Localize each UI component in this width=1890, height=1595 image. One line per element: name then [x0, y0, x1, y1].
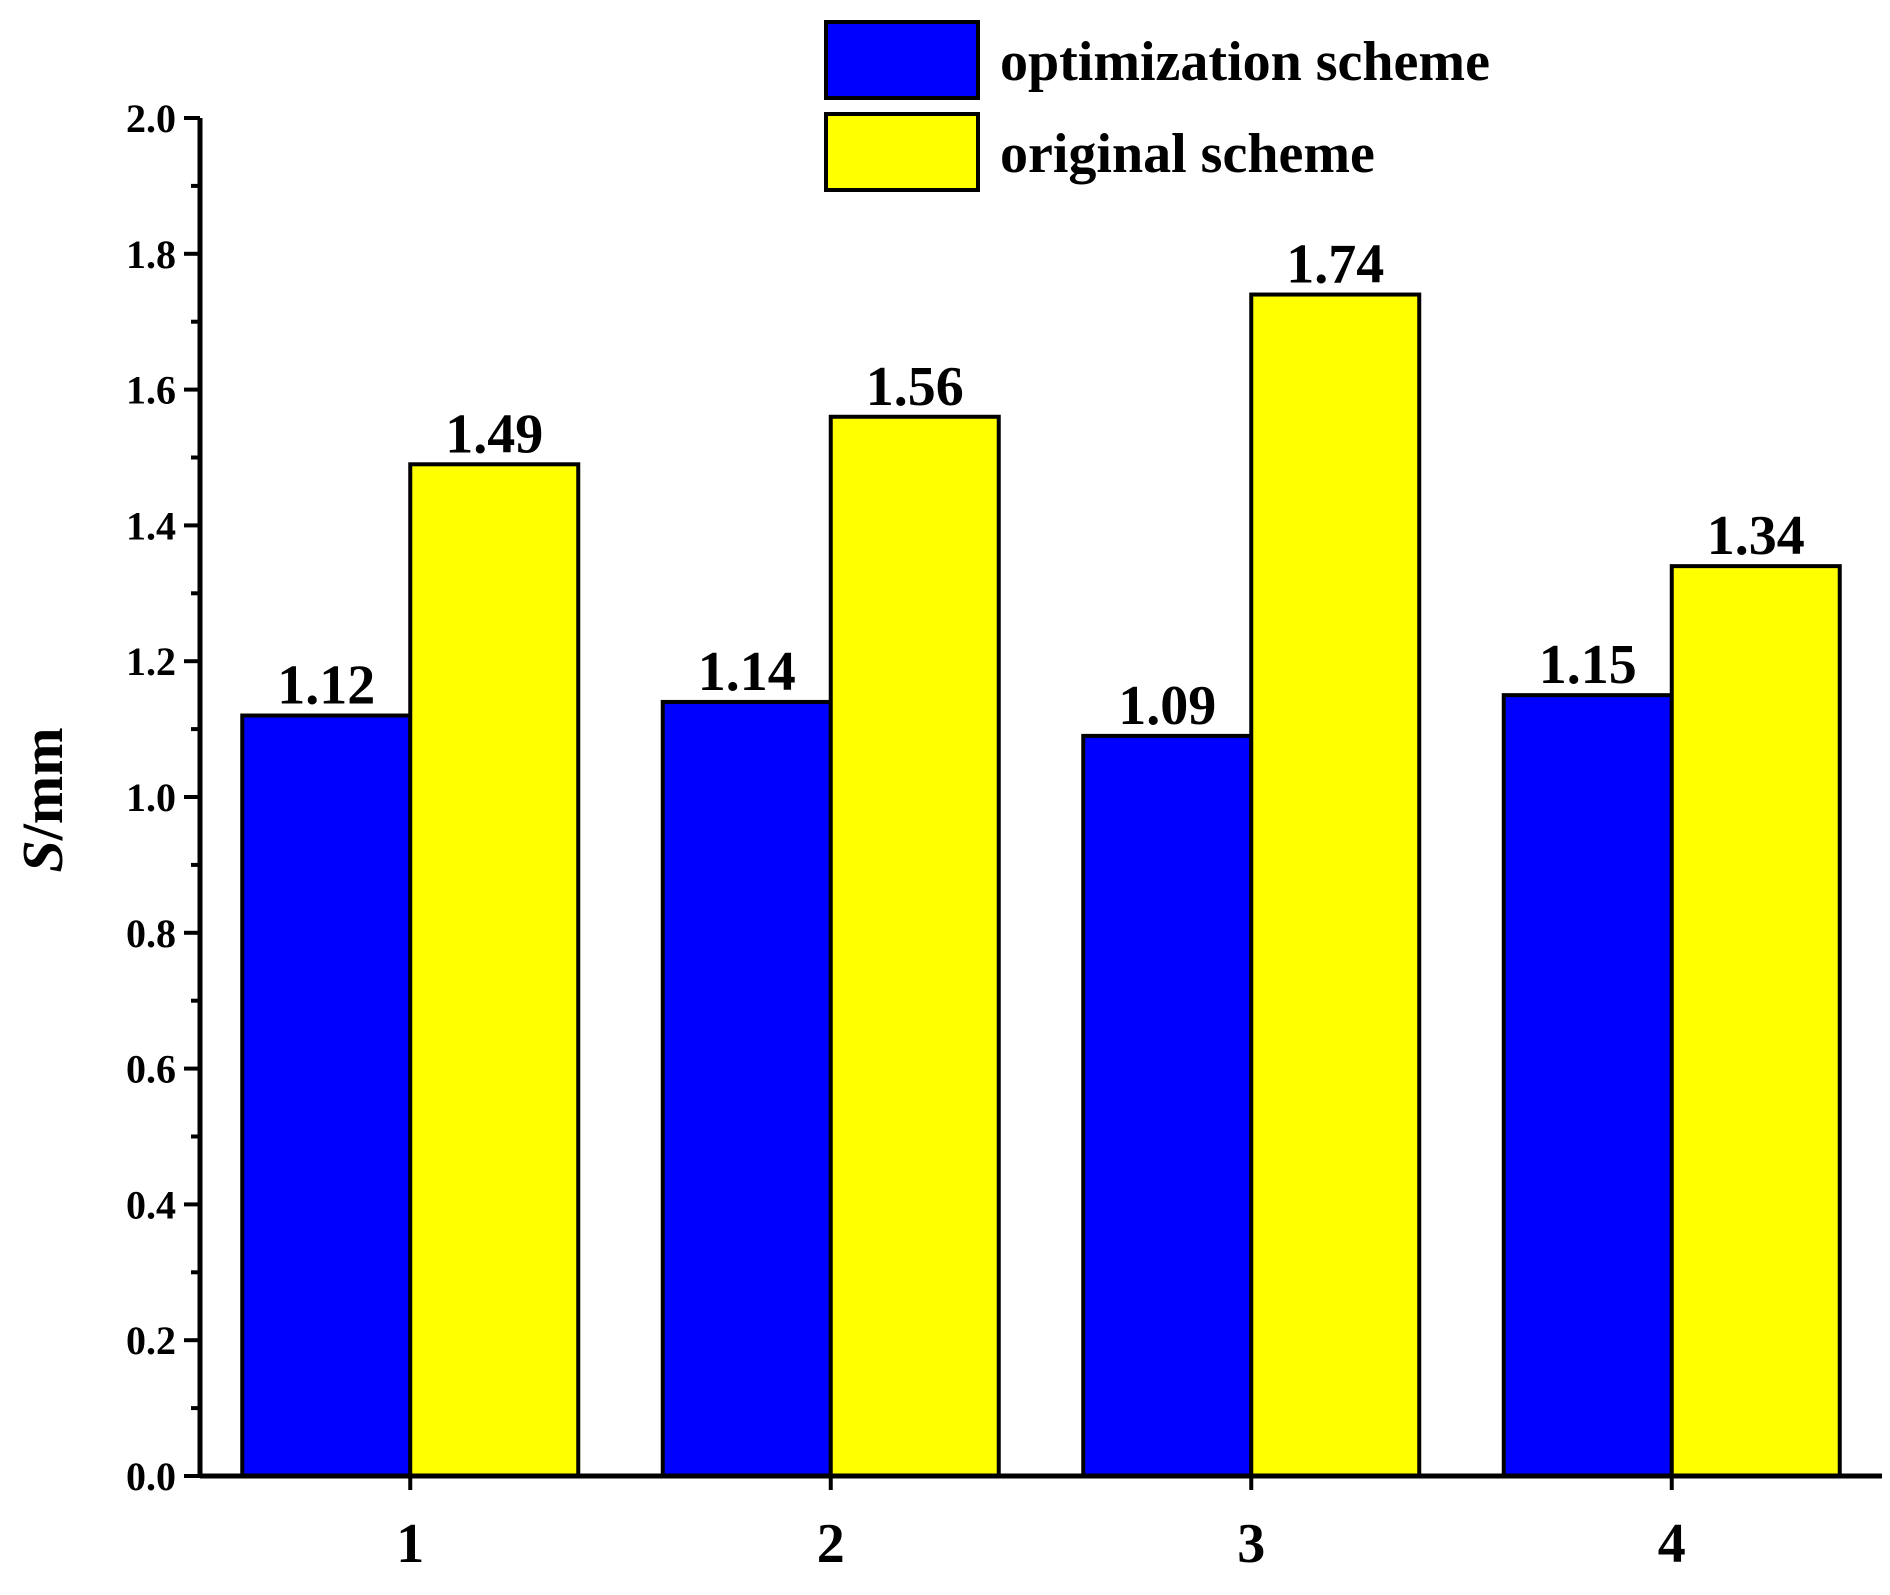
data-labels-layer: 1.12 1.49 1.14 1.56 1.09 1.74 1.15 1.34 — [277, 234, 1805, 737]
legend-label-series1: optimization scheme — [1000, 31, 1490, 93]
y-tick-label-0.2: 0.2 — [126, 1318, 176, 1363]
data-label-series2-cat1: 1.49 — [445, 403, 543, 465]
bar-series1-cat1 — [240, 713, 413, 1478]
x-tick-label-1: 1 — [396, 1513, 424, 1575]
bar-series2-cat2 — [828, 414, 1001, 1478]
y-tick-label-1.6: 1.6 — [126, 368, 176, 413]
data-label-series2-cat2: 1.56 — [866, 356, 964, 418]
y-tick-label-1.2: 1.2 — [126, 639, 176, 684]
data-label-series2-cat4: 1.34 — [1707, 505, 1805, 567]
bar-series2-cat4 — [1669, 564, 1842, 1478]
y-tick-label-1.0: 1.0 — [126, 775, 176, 820]
bars-layer — [240, 292, 1842, 1479]
data-label-series1-cat2: 1.14 — [698, 641, 796, 703]
y-tick-label-0.4: 0.4 — [126, 1182, 176, 1227]
y-tick-label-0.0: 0.0 — [126, 1454, 176, 1499]
y-axis-title-symbol: S — [10, 840, 75, 872]
y-axis-title-unit: /mm — [10, 727, 75, 841]
y-tick-label-0.6: 0.6 — [126, 1047, 176, 1092]
bar-series2-cat1 — [408, 462, 581, 1479]
x-tick-label-2: 2 — [817, 1513, 845, 1575]
y-tick-label-2.0: 2.0 — [126, 96, 176, 141]
bar-series1-cat4 — [1501, 693, 1674, 1478]
bar-series1-cat3 — [1081, 733, 1254, 1478]
y-tick-label-0.8: 0.8 — [126, 911, 176, 956]
axes-layer: 1 2 3 4 0.0 0.2 0.4 0.6 0.8 1.0 1.2 1.4 1.6 1.8 2.0 — [126, 96, 1882, 1575]
y-axis-title: S/mm — [10, 727, 75, 872]
bar-series1-cat2 — [660, 699, 833, 1478]
x-tick-label-3: 3 — [1237, 1513, 1265, 1575]
x-tick-label-4: 4 — [1658, 1513, 1686, 1575]
data-label-series1-cat4: 1.15 — [1539, 634, 1637, 696]
data-label-series2-cat3: 1.74 — [1286, 234, 1384, 296]
data-label-series1-cat1: 1.12 — [277, 655, 375, 717]
legend-label-series2: original scheme — [1000, 123, 1375, 185]
bar-series2-cat3 — [1249, 292, 1422, 1478]
data-label-series1-cat3: 1.09 — [1118, 675, 1216, 737]
y-tick-label-1.4: 1.4 — [126, 503, 176, 548]
legend-swatch-series2 — [824, 112, 980, 192]
y-tick-label-1.8: 1.8 — [126, 232, 176, 277]
legend: optimization scheme original scheme — [824, 20, 1490, 192]
legend-swatch-series1 — [824, 20, 980, 100]
